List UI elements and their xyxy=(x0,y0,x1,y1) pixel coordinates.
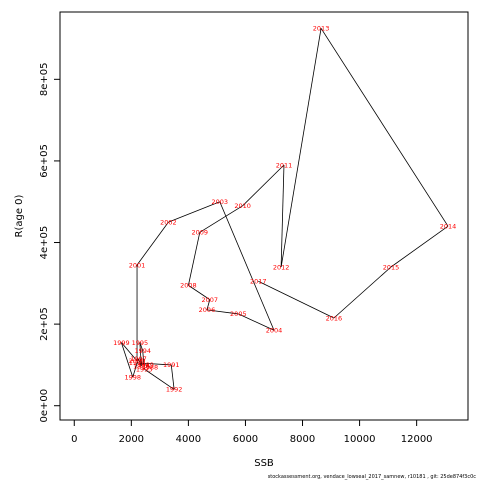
y-axis-title: R(age 0) xyxy=(14,194,25,237)
year-label-2009: 2009 xyxy=(192,229,209,237)
x-tick-label: 12000 xyxy=(401,434,433,445)
x-tick-label: 6000 xyxy=(233,434,258,445)
x-tick-label: 4000 xyxy=(176,434,201,445)
year-label-2010: 2010 xyxy=(234,202,251,210)
year-label-1988: 1988 xyxy=(142,363,159,371)
y-tick-label: 6e+05 xyxy=(39,144,50,178)
x-tick-label: 2000 xyxy=(119,434,144,445)
year-label-1998: 1998 xyxy=(124,373,141,381)
year-label-1997: 1997 xyxy=(130,355,147,363)
y-tick-label: 4e+05 xyxy=(39,226,50,260)
year-label-2012: 2012 xyxy=(273,263,290,271)
year-label-2006: 2006 xyxy=(199,306,216,314)
year-label-2001: 2001 xyxy=(129,261,146,269)
footer-source-text: stockassessment.org, vendace_lowseal_201… xyxy=(268,474,477,480)
year-label-2016: 2016 xyxy=(326,314,343,322)
trajectory-segment-2008-2009 xyxy=(188,232,201,286)
y-tick-label: 0e+00 xyxy=(39,389,50,423)
year-label-1989: 1989 xyxy=(137,361,154,369)
trajectory-segment-1990-1991 xyxy=(137,362,172,366)
trajectory-segment-1988-1989 xyxy=(145,364,151,368)
trajectory-segment-1998-1999 xyxy=(120,342,134,378)
trajectory-segment-2007-2008 xyxy=(188,285,211,300)
year-label-2013: 2013 xyxy=(313,25,330,33)
trajectory-segment-2001-2002 xyxy=(136,221,169,266)
trajectory-segment-1997-1998 xyxy=(132,358,139,378)
trajectory-segment-1999-2000 xyxy=(121,342,138,362)
year-label-1999: 1999 xyxy=(113,339,130,347)
year-label-1993: 1993 xyxy=(136,365,153,373)
trajectory-segment-2012-2013 xyxy=(280,28,322,268)
year-label-2011: 2011 xyxy=(276,161,293,169)
trajectory-segment-2011-2012 xyxy=(280,164,285,268)
year-label-2002: 2002 xyxy=(160,218,177,226)
year-label-1990: 1990 xyxy=(129,359,146,367)
year-label-2014: 2014 xyxy=(440,223,457,231)
year-label-2000: 2000 xyxy=(129,357,146,365)
year-label-2017: 2017 xyxy=(250,278,267,286)
x-axis-title: SSB xyxy=(254,458,274,469)
trajectory-segment-2015-2016 xyxy=(333,266,392,319)
trajectory-segment-2004-2005 xyxy=(238,313,275,331)
year-label-2004: 2004 xyxy=(266,327,283,335)
trajectory-segment-1996-1997 xyxy=(138,358,142,367)
y-tick-label: 8e+05 xyxy=(39,63,50,97)
year-label-1991: 1991 xyxy=(163,361,180,369)
x-axis: 0 2000 4000 6000 8000 10000 12000 xyxy=(71,419,433,445)
year-label-1995: 1995 xyxy=(132,339,149,347)
trajectory-segment-2014-2015 xyxy=(390,225,449,268)
y-tick-label: 2e+05 xyxy=(39,307,50,341)
trajectory-segment-2006-2007 xyxy=(206,299,211,310)
x-tick-label: 0 xyxy=(71,434,77,445)
x-tick-label: 10000 xyxy=(344,434,376,445)
trajectory-segment-2013-2014 xyxy=(320,28,449,227)
year-label-2007: 2007 xyxy=(202,296,219,304)
trajectory-segment-2005-2006 xyxy=(206,309,239,315)
year-label-2015: 2015 xyxy=(383,263,400,271)
trajectory-segment-2002-2003 xyxy=(168,201,220,223)
trajectory-segment-2009-2010 xyxy=(199,205,243,233)
plot-frame xyxy=(59,11,469,421)
trajectory-segment-1993-1994 xyxy=(142,350,145,370)
trajectory-segment-1992-1993 xyxy=(143,368,175,390)
year-label-2008: 2008 xyxy=(180,282,197,290)
trajectory-segment-1995-1996 xyxy=(139,342,142,367)
x-tick-label: 8000 xyxy=(290,434,315,445)
trajectory-segment-2003-2004 xyxy=(219,201,275,331)
year-label-2003: 2003 xyxy=(212,198,229,206)
year-label-1992: 1992 xyxy=(166,386,183,394)
trajectory-segment-2010-2011 xyxy=(242,164,285,207)
y-axis: 0e+00 2e+05 4e+05 6e+05 8e+05 xyxy=(39,63,61,423)
trajectory-lines xyxy=(120,28,449,390)
year-label-1994: 1994 xyxy=(134,347,151,355)
trajectory-segment-1991-1992 xyxy=(170,364,175,390)
year-label-1996: 1996 xyxy=(133,362,150,370)
trajectory-segment-2016-2017 xyxy=(258,280,335,319)
year-label-2005: 2005 xyxy=(230,310,247,318)
